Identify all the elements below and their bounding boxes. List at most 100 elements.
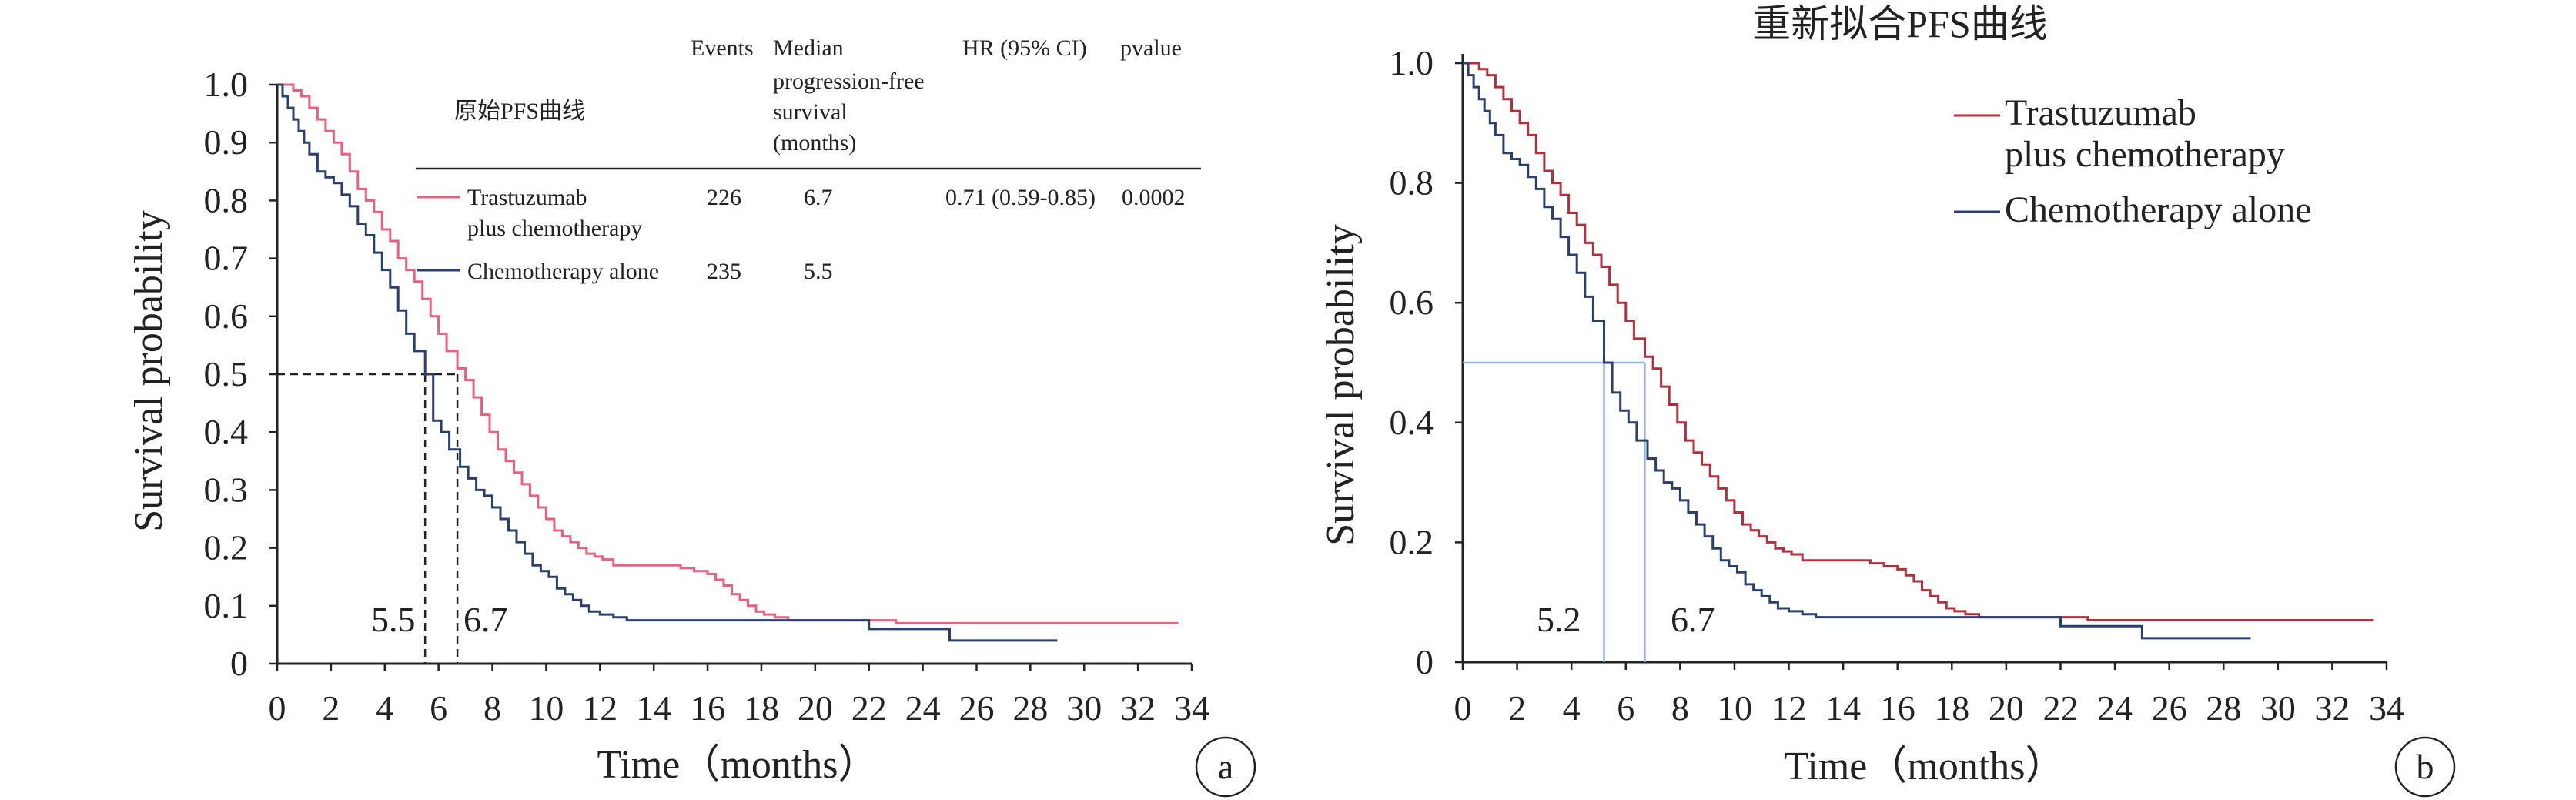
x-tick-label: 14 <box>1825 688 1861 728</box>
panel-a-label-circle <box>1195 736 1256 798</box>
x-tick-label: 2 <box>1508 688 1526 728</box>
panel-b-label-circle <box>2394 736 2456 798</box>
x-tick-label: 6 <box>430 688 447 728</box>
x-tick-label: 28 <box>1012 688 1048 728</box>
panel-a: 00.10.20.30.40.50.60.70.80.91.0 0 2 4 6 8 10 1… <box>127 35 1256 798</box>
x-tick-label: 10 <box>528 688 564 728</box>
median-label-trastuzumab: 6.7 <box>1671 600 1715 639</box>
x-tick-label: 4 <box>1563 688 1581 728</box>
y-tick-label: 1.0 <box>1390 43 1434 82</box>
x-tick-label: 26 <box>2152 688 2187 728</box>
x-tick-label: 12 <box>1771 688 1807 728</box>
row-trastuzumab-pvalue: 0.0002 <box>1122 185 1186 210</box>
y-tick-label: 0.9 <box>204 122 249 162</box>
x-tick-label: 12 <box>582 688 617 728</box>
panel-b-label: b <box>2417 747 2434 786</box>
table-header-median-4: (months) <box>773 130 856 156</box>
x-tick-label: 10 <box>1717 688 1752 728</box>
legend-table: 原始PFS曲线 Events Median progression-free s… <box>416 35 1201 284</box>
panel-a-x-ticks: 0 2 4 6 8 10 12 14 16 18 20 22 24 26 28 30 32 34 <box>269 664 1209 728</box>
x-tick-label: 20 <box>1989 688 2024 728</box>
x-tick-label: 22 <box>2042 688 2078 728</box>
x-tick-label: 34 <box>1174 688 1209 728</box>
x-tick-label: 22 <box>851 688 887 728</box>
table-header-median-2: progression-free <box>773 69 925 94</box>
y-tick-label: 0.6 <box>1390 283 1434 322</box>
legend-table-title: 原始PFS曲线 <box>454 99 585 124</box>
y-tick-label: 0.2 <box>204 528 249 567</box>
y-tick-label: 0.8 <box>1390 163 1434 203</box>
panel-b-x-axis-title: Time（months） <box>1784 745 2065 788</box>
table-header-pvalue: pvalue <box>1120 35 1182 61</box>
row-trastuzumab-name-1: Trastuzumab <box>467 185 587 210</box>
x-tick-label: 32 <box>2314 688 2350 728</box>
y-tick-label: 0.3 <box>204 470 249 509</box>
table-header-median-3: survival <box>773 99 848 125</box>
y-tick-label: 0.5 <box>204 354 249 393</box>
y-tick-label: 0.8 <box>204 180 249 219</box>
y-tick-label: 0 <box>230 644 248 683</box>
panel-b-y-axis-title: Survival probability <box>1319 224 1363 545</box>
panel-b-x-ticks: 0 2 4 6 8 10 12 14 16 18 20 22 24 26 28 30 32 34 <box>1454 662 2404 728</box>
median-label-trastuzumab: 6.7 <box>463 600 508 639</box>
panel-b-title: 重新拟合PFS曲线 <box>1752 2 2047 45</box>
panel-a-label: a <box>1218 747 1233 786</box>
x-tick-label: 24 <box>2097 688 2133 728</box>
row-chemo-events: 235 <box>707 259 741 284</box>
panel-b-legend: Trastuzumab plus chemotherapy Chemothera… <box>1954 92 2312 230</box>
x-tick-label: 8 <box>483 688 501 728</box>
panel-a-y-ticks: 0 0.1 0.2 0.3 0.4 0.5 0.6 0.7 0.8 0.9 1.0 <box>204 65 277 683</box>
x-tick-label: 18 <box>744 688 779 728</box>
y-tick-label: 0.6 <box>204 296 249 336</box>
x-tick-label: 14 <box>636 688 671 728</box>
x-tick-label: 0 <box>269 688 286 728</box>
y-tick-label: 0.4 <box>204 412 249 451</box>
series-line-trastuzumab <box>1463 62 2374 621</box>
y-tick-label: 1.0 <box>204 65 249 104</box>
panel-b-y-ticks: 0 0.2 0.4 0.6 0.8 1.0 <box>1390 43 1463 681</box>
x-tick-label: 28 <box>2206 688 2241 728</box>
row-trastuzumab-median: 6.7 <box>804 185 833 210</box>
series-line-chemo <box>277 83 1058 642</box>
y-tick-label: 0.4 <box>1390 403 1434 442</box>
x-tick-label: 30 <box>1066 688 1102 728</box>
table-header-events: Events <box>691 35 754 61</box>
y-tick-label: 0.2 <box>1390 522 1434 561</box>
panel-a-y-axis-title: Survival probability <box>127 210 171 531</box>
x-tick-label: 24 <box>905 688 941 728</box>
series-line-trastuzumab <box>277 83 1179 624</box>
x-tick-label: 16 <box>690 688 725 728</box>
legend-trastuzumab-line-2: plus chemotherapy <box>2005 134 2285 175</box>
row-chemo-median: 5.5 <box>804 259 833 284</box>
x-tick-label: 2 <box>322 688 340 728</box>
table-header-hr: HR (95% CI) <box>962 35 1087 61</box>
x-tick-label: 6 <box>1617 688 1634 728</box>
x-tick-label: 8 <box>1671 688 1689 728</box>
panel-b-median-guides <box>1463 361 1646 662</box>
legend-chemo-line: Chemotherapy alone <box>2005 189 2312 230</box>
row-trastuzumab-hr: 0.71 (0.59-0.85) <box>945 185 1096 210</box>
median-label-chemo: 5.2 <box>1537 600 1581 639</box>
legend-trastuzumab-line-1: Trastuzumab <box>2005 92 2196 133</box>
row-chemo-name: Chemotherapy alone <box>467 259 659 284</box>
x-tick-label: 34 <box>2369 688 2404 728</box>
x-tick-label: 16 <box>1880 688 1915 728</box>
panel-a-median-guides <box>277 373 459 664</box>
panel-a-x-axis-title: Time（months） <box>597 743 878 787</box>
x-tick-label: 4 <box>376 688 393 728</box>
row-trastuzumab-name-2: plus chemotherapy <box>467 216 642 241</box>
y-tick-label: 0.1 <box>204 586 249 625</box>
table-header-median-1: Median <box>773 35 844 61</box>
median-label-chemo: 5.5 <box>371 600 416 639</box>
x-tick-label: 20 <box>798 688 833 728</box>
y-tick-label: 0.7 <box>204 239 249 278</box>
x-tick-label: 26 <box>958 688 994 728</box>
row-trastuzumab-events: 226 <box>707 185 741 210</box>
panel-a-series <box>277 83 1179 642</box>
panel-b-series <box>1463 62 2374 640</box>
y-tick-label: 0 <box>1416 642 1434 681</box>
series-line-chemo <box>1463 62 2251 640</box>
x-tick-label: 32 <box>1120 688 1156 728</box>
x-tick-label: 18 <box>1934 688 1969 728</box>
